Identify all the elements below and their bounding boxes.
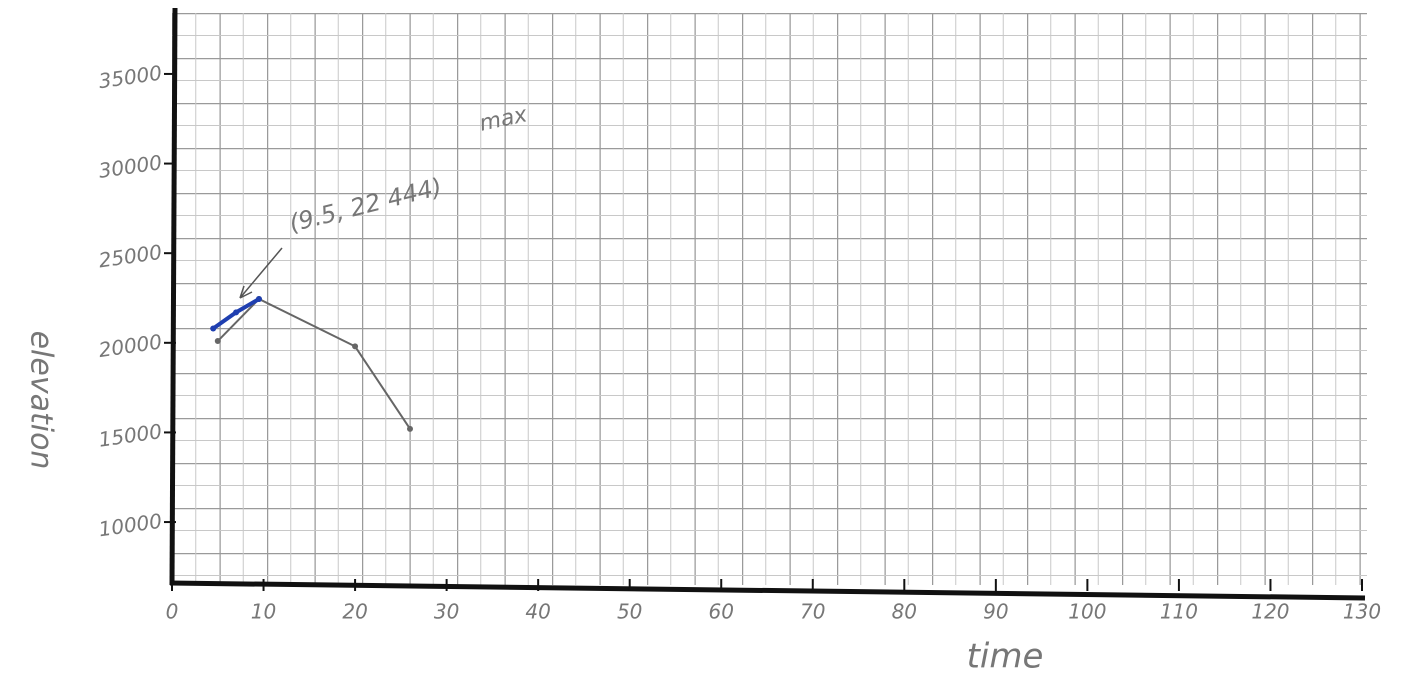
point: [210, 325, 217, 332]
y-axis-label: elevation: [24, 331, 59, 470]
y-axis: [169, 7, 178, 586]
x-tick-label: 40: [525, 600, 550, 624]
x-tick-label: 50: [617, 600, 642, 624]
x-tick-label: 90: [983, 600, 1008, 624]
x-tick-label: 80: [892, 600, 917, 624]
point: [233, 309, 240, 316]
x-tick-label: 110: [1160, 600, 1198, 624]
x-tick-label: 10: [251, 600, 276, 624]
point: [255, 296, 262, 303]
x-tick-label: 130: [1343, 600, 1381, 624]
x-axis: [169, 580, 1366, 601]
point: [352, 343, 359, 350]
y-tick-label: 30000: [97, 150, 163, 183]
y-tick-label: 10000: [97, 509, 163, 542]
point: [407, 425, 413, 432]
x-axis-label: time: [967, 637, 1044, 677]
y-tick-label: 15000: [97, 419, 163, 452]
y-tick-label: 20000: [97, 329, 163, 362]
line: [216, 297, 411, 430]
x-tick-label: 20: [342, 600, 367, 624]
annotation-arrow: [239, 247, 283, 299]
y-tick-label: 25000: [97, 240, 163, 273]
x-tick-label: 120: [1251, 600, 1289, 624]
x-tick-label: 0: [166, 600, 179, 624]
graph-paper: [172, 13, 1367, 585]
y-tick-label: 35000: [97, 61, 163, 94]
x-tick-label: 70: [800, 600, 825, 624]
point: [214, 338, 221, 345]
x-tick-label: 30: [434, 600, 459, 624]
x-tick-label: 100: [1068, 600, 1106, 624]
x-tick-label: 60: [709, 600, 734, 624]
